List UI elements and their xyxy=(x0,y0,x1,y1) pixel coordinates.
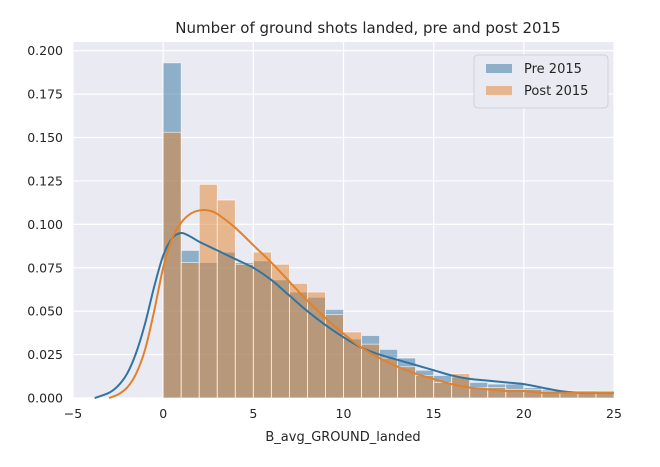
x-tick-label: 10 xyxy=(336,406,352,421)
x-tick-label: 5 xyxy=(249,406,257,421)
y-tick-label: 0.200 xyxy=(27,43,63,58)
legend-label-pre-2015: Pre 2015 xyxy=(524,62,582,77)
legend: Pre 2015 Post 2015 xyxy=(473,54,609,109)
bar-post-12 xyxy=(379,357,399,399)
kde-line-pre-2015 xyxy=(94,232,614,399)
bar-post-7 xyxy=(288,282,308,399)
kde-lines xyxy=(94,209,614,399)
x-axis-label: B_avg_GROUND_landed xyxy=(265,430,420,445)
y-tick-label: 0.075 xyxy=(27,260,63,275)
y-tick-label: 0.125 xyxy=(27,173,63,188)
bar-post-1 xyxy=(180,262,200,399)
y-tick-label: 0.100 xyxy=(27,217,63,232)
bar-post-8 xyxy=(307,291,326,399)
bar-post-15 xyxy=(433,381,453,399)
legend-swatch-post-2015 xyxy=(486,86,512,95)
bar-post-6 xyxy=(270,263,290,399)
legend-label-post-2015: Post 2015 xyxy=(524,84,588,99)
bar-post-2 xyxy=(198,183,218,399)
y-tick-label: 0.000 xyxy=(27,391,63,406)
x-tick-label: 0 xyxy=(159,406,167,421)
chart-title: Number of ground shots landed, pre and p… xyxy=(175,19,560,37)
x-tick-label: −5 xyxy=(64,406,82,421)
y-tick-label: 0.025 xyxy=(27,347,63,362)
y-tick-label: 0.175 xyxy=(27,87,63,102)
bar-post-4 xyxy=(234,263,254,399)
bar-post-0 xyxy=(162,131,182,399)
bar-post-3 xyxy=(216,199,236,399)
x-tick-labels: −5 0 5 10 15 20 25 xyxy=(64,406,622,421)
kde-line-post-2015 xyxy=(108,209,614,399)
x-tick-label: 15 xyxy=(426,406,442,421)
x-tick-label: 25 xyxy=(606,406,622,421)
y-tick-label: 0.050 xyxy=(27,304,63,319)
y-tick-labels: 0.000 0.025 0.050 0.075 0.100 0.125 0.150 0.175… xyxy=(27,43,63,405)
histogram-post-2015 xyxy=(162,131,615,399)
y-tick-label: 0.150 xyxy=(27,130,63,145)
x-tick-label: 20 xyxy=(516,406,532,421)
legend-swatch-pre-2015 xyxy=(486,64,512,73)
